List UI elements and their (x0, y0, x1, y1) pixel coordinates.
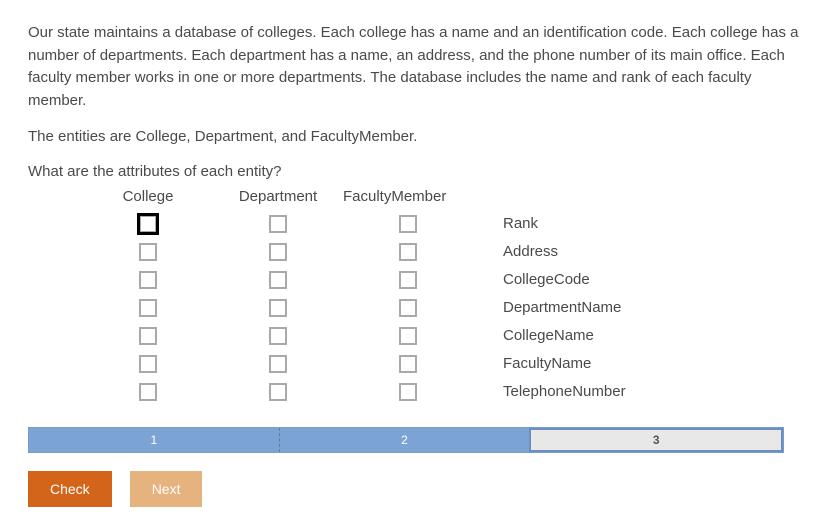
checkbox-department-telephonenumber[interactable] (269, 383, 287, 401)
checkbox-department-departmentname[interactable] (269, 299, 287, 317)
checkbox-college-collegecode[interactable] (139, 271, 157, 289)
checkbox-department-rank[interactable] (269, 215, 287, 233)
attr-label-address: Address (473, 243, 807, 260)
intro-paragraph-2: The entities are College, Department, an… (28, 126, 807, 149)
checkbox-college-collegename[interactable] (139, 327, 157, 345)
checkbox-college-departmentname[interactable] (139, 299, 157, 317)
column-header-department: Department (213, 188, 343, 209)
checkbox-faculty-departmentname[interactable] (399, 299, 417, 317)
progress-step-1[interactable]: 1 (29, 428, 280, 452)
attr-label-collegecode: CollegeCode (473, 271, 807, 288)
next-button[interactable]: Next (130, 471, 203, 507)
column-header-college: College (83, 188, 213, 209)
checkbox-department-address[interactable] (269, 243, 287, 261)
checkbox-faculty-address[interactable] (399, 243, 417, 261)
quiz-container: Our state maintains a database of colleg… (0, 0, 835, 529)
checkbox-faculty-collegecode[interactable] (399, 271, 417, 289)
attr-label-rank: Rank (473, 215, 807, 232)
checkbox-department-collegename[interactable] (269, 327, 287, 345)
progress-step-2[interactable]: 2 (280, 428, 530, 452)
attr-label-facultyname: FacultyName (473, 355, 807, 372)
checkbox-faculty-telephonenumber[interactable] (399, 383, 417, 401)
checkbox-college-rank[interactable] (139, 215, 157, 233)
column-header-facultymember: FacultyMember (343, 188, 473, 209)
progress-bar: 1 2 3 (28, 427, 784, 453)
attr-label-departmentname: DepartmentName (473, 299, 807, 316)
progress-step-3[interactable]: 3 (529, 428, 783, 452)
checkbox-college-facultyname[interactable] (139, 355, 157, 373)
attribute-grid: College Department FacultyMember Rank Ad… (83, 188, 807, 405)
checkbox-faculty-rank[interactable] (399, 215, 417, 233)
check-button[interactable]: Check (28, 471, 112, 507)
question-text: What are the attributes of each entity? (28, 163, 807, 180)
checkbox-faculty-facultyname[interactable] (399, 355, 417, 373)
checkbox-department-facultyname[interactable] (269, 355, 287, 373)
checkbox-faculty-collegename[interactable] (399, 327, 417, 345)
checkbox-department-collegecode[interactable] (269, 271, 287, 289)
checkbox-college-address[interactable] (139, 243, 157, 261)
button-row: Check Next (28, 471, 807, 507)
intro-paragraph-1: Our state maintains a database of colleg… (28, 22, 807, 112)
checkbox-college-telephonenumber[interactable] (139, 383, 157, 401)
attr-label-telephonenumber: TelephoneNumber (473, 383, 807, 400)
attr-label-collegename: CollegeName (473, 327, 807, 344)
